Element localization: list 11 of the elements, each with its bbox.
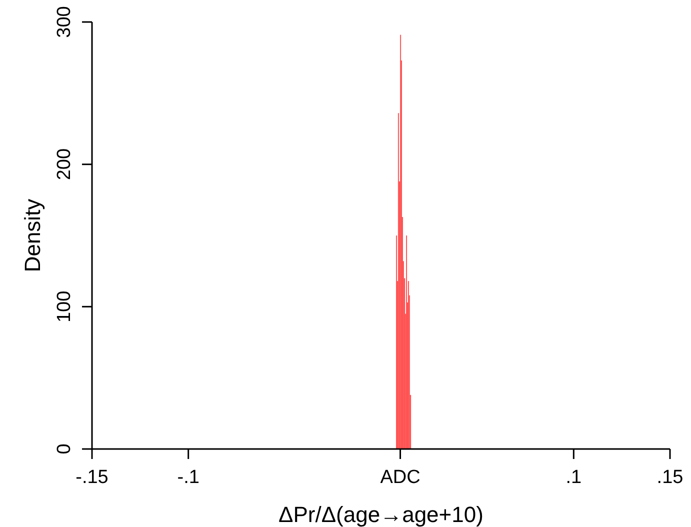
x-tick-label: .1 bbox=[566, 466, 582, 488]
y-tick-label: 300 bbox=[54, 6, 75, 38]
y-axis-title: Density bbox=[20, 198, 45, 272]
y-tick-label: 100 bbox=[54, 290, 75, 323]
x-axis-title: ΔPr/Δ(age→age+10) bbox=[278, 502, 484, 527]
x-tick-label: .15 bbox=[656, 466, 684, 488]
y-tick-label: 0 bbox=[54, 444, 75, 454]
x-tick-label: ADC bbox=[380, 466, 420, 488]
x-tick-label: -.15 bbox=[76, 466, 108, 488]
x-tick-label: -.1 bbox=[177, 466, 200, 488]
y-tick-label: 200 bbox=[54, 148, 75, 180]
